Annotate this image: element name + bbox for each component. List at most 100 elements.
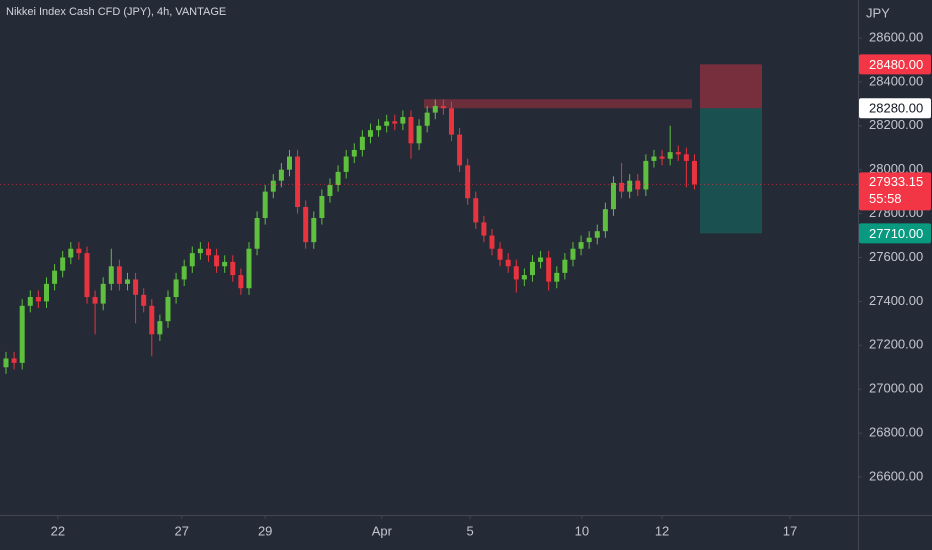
candle-body	[222, 261, 228, 267]
candle-body	[214, 255, 220, 267]
candle-body	[440, 106, 446, 109]
x-tick-label: 12	[655, 523, 669, 538]
candle-body	[76, 248, 82, 254]
candle-body	[675, 152, 681, 155]
candle-body	[181, 266, 187, 280]
candle-body	[635, 180, 641, 190]
stop-tag-label: 28480.00	[869, 57, 923, 72]
candle-body	[303, 207, 309, 243]
countdown-label: 55:58	[869, 191, 902, 206]
candle-body	[173, 279, 179, 298]
candle-body	[189, 253, 195, 267]
candle-body	[238, 275, 244, 289]
last-price-label: 27933.15	[869, 174, 923, 189]
candle-body	[578, 242, 584, 249]
candle-body	[246, 248, 252, 289]
candle-body	[651, 156, 657, 161]
candle-body	[691, 160, 697, 185]
candle-body	[408, 117, 414, 144]
candle-body	[157, 321, 163, 335]
candle-body	[627, 180, 633, 192]
candle-body	[424, 112, 430, 126]
y-tick-label: 28600.00	[869, 29, 923, 44]
candle-body	[376, 125, 382, 131]
y-tick-label: 27000.00	[869, 381, 923, 396]
y-tick-label: 28200.00	[869, 117, 923, 132]
candle-body	[448, 108, 454, 135]
candle-body	[359, 136, 365, 150]
candle-body	[610, 182, 616, 210]
candle-body	[481, 222, 487, 236]
x-tick-label: 5	[466, 523, 473, 538]
x-tick-label: 17	[783, 523, 797, 538]
candle-body	[149, 305, 155, 335]
candle-body	[11, 358, 17, 363]
candle-body	[230, 261, 236, 276]
candle-body	[84, 253, 90, 298]
candle-body	[659, 156, 665, 159]
x-tick-label: 22	[51, 523, 65, 538]
x-tick-label: 29	[258, 523, 272, 538]
candle-body	[278, 169, 284, 181]
y-tick-label: 26800.00	[869, 425, 923, 440]
candle-body	[683, 154, 689, 161]
candle-body	[270, 180, 276, 192]
stop-tag	[859, 54, 931, 75]
candle-body	[562, 259, 568, 273]
candle-body	[465, 165, 471, 199]
entry-tag-label: 28280.00	[869, 101, 923, 116]
y-tick-label: 27400.00	[869, 293, 923, 308]
candle-body	[262, 191, 268, 218]
candle-body	[546, 257, 552, 282]
candle-body	[619, 182, 625, 192]
candle-body	[497, 248, 503, 260]
chart-title: Nikkei Index Cash CFD (JPY), 4h, VANTAGE	[6, 6, 226, 18]
candle-body	[554, 272, 560, 282]
candle-body	[254, 217, 260, 249]
candle-body	[100, 283, 106, 304]
candle-body	[384, 121, 390, 126]
candle-body	[116, 266, 122, 284]
candle-body	[489, 235, 495, 249]
entry-tag	[859, 98, 931, 119]
candle-body	[43, 283, 49, 302]
y-tick-label: 27600.00	[869, 249, 923, 264]
candle-body	[392, 121, 398, 124]
x-tick-label: Apr	[372, 523, 393, 538]
candle-body	[92, 297, 98, 304]
candle-body	[586, 237, 592, 243]
candle-body	[27, 297, 33, 306]
candle-body	[165, 297, 171, 322]
candle-body	[457, 134, 463, 166]
target-zone	[700, 108, 762, 234]
candle-body	[594, 231, 600, 238]
y-tick-label: 27200.00	[869, 337, 923, 352]
candle-body	[141, 294, 147, 306]
candle-body	[416, 125, 422, 144]
candle-body	[197, 248, 203, 254]
candle-body	[643, 160, 649, 190]
y-tick-label: 26600.00	[869, 468, 923, 483]
candle-body	[133, 279, 139, 295]
candle-body	[319, 196, 325, 218]
entry-band	[424, 99, 692, 109]
candle-body	[367, 130, 373, 137]
candle-body	[60, 257, 66, 271]
candle-body	[521, 275, 527, 280]
candle-body	[286, 156, 292, 170]
candle-body	[400, 117, 406, 124]
candle-body	[505, 259, 511, 267]
candle-body	[351, 149, 357, 157]
candle-body	[538, 257, 544, 262]
last-price-tag	[859, 172, 931, 211]
candle-body	[327, 185, 333, 197]
candle-body	[295, 156, 301, 208]
stop-zone	[700, 64, 762, 109]
candle-body	[311, 217, 317, 243]
candle-body	[19, 305, 25, 363]
y-tick-label: 28400.00	[869, 73, 923, 88]
x-tick-label: 27	[175, 523, 189, 538]
candle-body	[68, 248, 74, 258]
